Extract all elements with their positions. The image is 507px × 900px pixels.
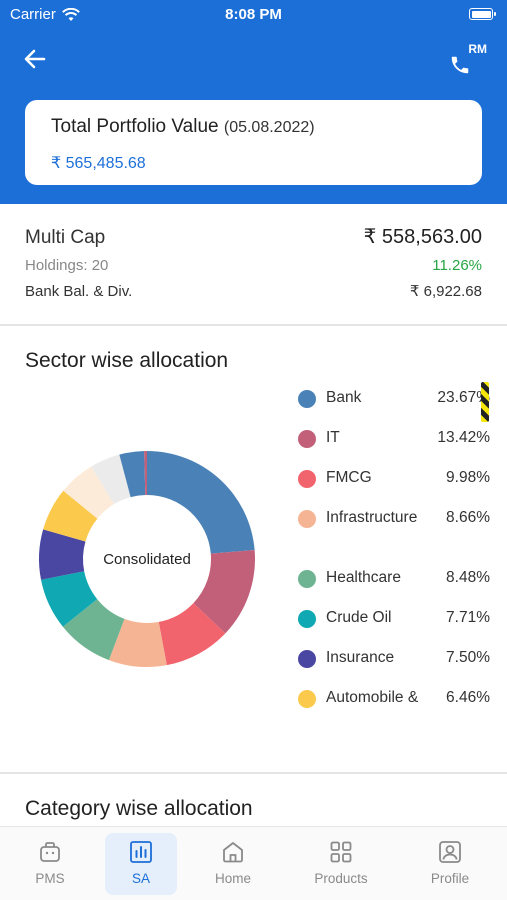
holdings-count: Holdings: 20	[25, 257, 109, 274]
portfolio-value-card: Total Portfolio Value (05.08.2022) ₹ 565…	[25, 100, 482, 185]
legend-label: Bank	[326, 389, 362, 406]
legend-item[interactable]: Insurance 7.50%	[298, 648, 490, 668]
bar-chart-icon	[130, 841, 152, 863]
donut-slice[interactable]	[147, 451, 255, 554]
legend-item[interactable]: Automobile & 6.46%	[298, 688, 490, 708]
donut-slice[interactable]	[193, 549, 255, 634]
nav-label-home: Home	[214, 871, 251, 886]
wifi-icon	[61, 7, 80, 21]
legend-dot-icon	[298, 650, 316, 668]
legend-value: 8.48%	[446, 569, 490, 586]
legend-dot-icon	[298, 430, 316, 448]
nav-item-home[interactable]: Home	[197, 833, 269, 895]
legend-dot-icon	[298, 690, 316, 708]
nav-item-profile[interactable]: Profile	[414, 833, 486, 895]
nav-label-profile: Profile	[430, 871, 470, 886]
return-percent: 11.26%	[432, 257, 482, 274]
legend-item[interactable]: Infrastructure 8.66%	[298, 508, 490, 528]
bottom-nav: PMS SA Home Products Profile	[0, 826, 507, 900]
legend-item[interactable]: Healthcare 8.48%	[298, 568, 490, 588]
legend-dot-icon	[298, 390, 316, 408]
donut-slice[interactable]	[91, 454, 131, 505]
legend-item[interactable]: Bank 23.67%	[298, 388, 490, 408]
header: RM Total Portfolio Value (05.08.2022) ₹ …	[0, 30, 507, 204]
back-button[interactable]	[22, 46, 50, 74]
carrier-label: Carrier	[10, 6, 56, 23]
legend-dot-icon	[298, 470, 316, 488]
donut-center-label: Consolidated	[103, 551, 191, 568]
legend-value: 9.98%	[446, 469, 490, 486]
nav-label-products: Products	[314, 871, 368, 886]
donut-slice[interactable]	[41, 571, 98, 627]
legend-label: Infrastructure	[326, 509, 418, 526]
nav-item-sa[interactable]: SA	[105, 833, 177, 895]
battery-icon	[469, 8, 496, 20]
sector-legend[interactable]: Bank 23.67% IT 13.42% FMCG 9.98% Infrastructur…	[298, 380, 490, 716]
legend-item[interactable]: IT 13.42%	[298, 428, 490, 448]
arrow-left-icon	[24, 49, 46, 69]
portfolio-title-text: Total Portfolio Value	[51, 116, 219, 137]
scheme-amount: ₹ 558,563.00	[363, 226, 482, 248]
donut-slice[interactable]	[108, 618, 167, 667]
legend-value: 7.50%	[446, 649, 490, 666]
donut-slice[interactable]	[38, 529, 86, 580]
divider	[0, 772, 507, 774]
legend-label: FMCG	[326, 469, 372, 486]
legend-item[interactable]: FMCG 9.98%	[298, 468, 490, 488]
nav-item-pms[interactable]: PMS	[14, 833, 86, 895]
donut-slice[interactable]	[43, 490, 98, 542]
legend-dot-icon	[298, 570, 316, 588]
donut-slice[interactable]	[62, 599, 125, 661]
nav-label-pms: PMS	[35, 871, 65, 886]
bank-balance-label: Bank Bal. & Div.	[25, 283, 133, 300]
bank-balance-value: ₹ 6,922.68	[409, 283, 482, 300]
legend-value: 13.42%	[437, 429, 490, 446]
divider	[0, 324, 507, 326]
profile-icon	[439, 841, 461, 863]
donut-slice[interactable]	[63, 466, 115, 519]
clock: 8:08 PM	[225, 6, 282, 23]
legend-value: 7.71%	[446, 609, 490, 626]
legend-scroll-indicator[interactable]	[481, 382, 489, 422]
legend-value: 6.46%	[446, 689, 490, 706]
sector-donut-chart[interactable]: Consolidated	[36, 448, 258, 670]
legend-dot-icon	[298, 610, 316, 628]
nav-item-products[interactable]: Products	[305, 833, 377, 895]
carrier-info: Carrier	[10, 6, 80, 23]
grid-icon	[330, 841, 352, 863]
legend-value: 23.67%	[437, 389, 490, 406]
legend-label: Insurance	[326, 649, 395, 666]
category-allocation-title: Category wise allocation	[25, 797, 253, 820]
legend-label: Crude Oil	[326, 609, 392, 626]
rm-label: RM	[468, 42, 487, 56]
scheme-name: Multi Cap	[25, 227, 106, 248]
donut-slice[interactable]	[144, 451, 147, 496]
sector-allocation-title: Sector wise allocation	[25, 349, 229, 372]
portfolio-date: (05.08.2022)	[223, 119, 315, 136]
portfolio-value: ₹ 565,485.68	[51, 155, 146, 172]
legend-label: Automobile &	[326, 689, 419, 706]
portfolio-title: Total Portfolio Value (05.08.2022)	[51, 116, 456, 138]
legend-item[interactable]: Crude Oil 7.71%	[298, 608, 490, 628]
home-icon	[223, 842, 243, 863]
status-bar: Carrier 8:08 PM	[0, 0, 507, 30]
donut-slice[interactable]	[119, 451, 146, 498]
legend-dot-icon	[298, 510, 316, 528]
legend-label: IT	[326, 429, 340, 446]
scheme-summary: Multi Cap ₹ 558,563.00 Holdings: 20 11.2…	[25, 224, 482, 300]
phone-icon	[451, 56, 469, 74]
rm-call-button[interactable]: RM	[447, 42, 487, 78]
legend-label: Healthcare	[326, 569, 401, 586]
legend-value: 8.66%	[446, 509, 490, 526]
donut-slice[interactable]	[158, 603, 226, 666]
nav-label-sa: SA	[131, 871, 150, 886]
briefcase-icon	[40, 842, 60, 862]
